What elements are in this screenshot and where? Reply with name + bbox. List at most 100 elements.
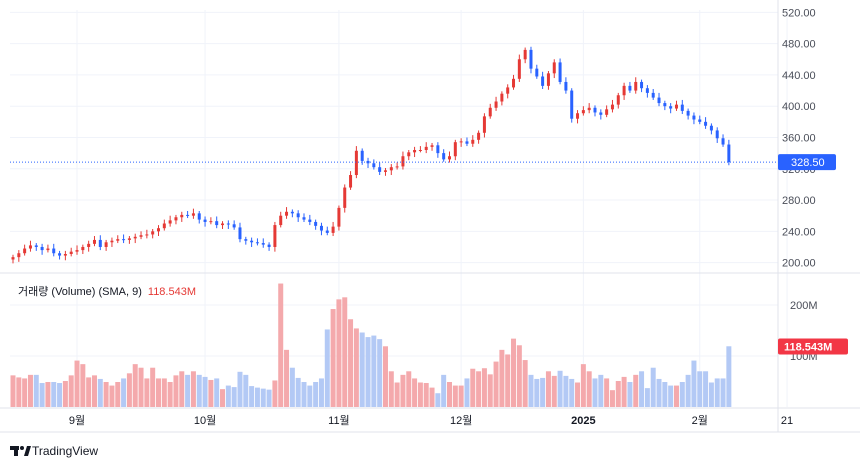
candle-body [442, 153, 446, 160]
volume-bars [10, 283, 732, 407]
candle-body [110, 240, 114, 243]
candle-body [28, 245, 32, 249]
volume-bar [173, 375, 179, 407]
last-price-marker [778, 154, 836, 171]
volume-bar [511, 338, 517, 407]
volume-bar [685, 374, 691, 407]
volume-bar [272, 380, 278, 407]
volume-bar [487, 374, 493, 407]
candle-body [669, 106, 673, 109]
candle-body [325, 230, 329, 233]
candle-body [87, 243, 91, 247]
tradingview-logo[interactable]: TradingView [10, 444, 98, 458]
price-tick-label: 400.00 [782, 101, 816, 113]
grid-lines [10, 10, 788, 407]
candle-body [576, 113, 580, 119]
volume-bar [464, 378, 470, 407]
time-tick-label: 2025 [571, 415, 595, 427]
candle-body [58, 253, 62, 256]
candle-body [267, 244, 271, 247]
volume-bar [703, 371, 709, 407]
chart-frame [0, 0, 860, 433]
candle-body [610, 104, 614, 110]
candle-body [512, 78, 516, 88]
volume-bar [377, 339, 383, 407]
candle-body [203, 219, 207, 222]
candle-body [250, 240, 254, 243]
volume-bar [74, 360, 80, 407]
volume-bar [202, 376, 208, 407]
candle-body [436, 145, 440, 154]
volume-bar [633, 374, 639, 407]
candle-body [221, 223, 225, 226]
volume-indicator-legend[interactable]: 거래량 (Volume) (SMA, 9) 118.543M [18, 283, 196, 299]
volume-bar [668, 385, 674, 407]
candle-body [133, 236, 137, 239]
candle-body [401, 156, 405, 167]
candle-body [168, 220, 172, 224]
candle-body [285, 211, 289, 216]
candle-body [244, 239, 248, 241]
volume-bar [650, 367, 656, 407]
candle-body [529, 49, 533, 69]
candle-body [180, 214, 184, 218]
volume-bar [569, 378, 575, 407]
candle-body [197, 213, 201, 220]
candle-body [430, 145, 434, 147]
candle-body [593, 107, 597, 113]
tradingview-logo-text: TradingView [32, 444, 99, 458]
volume-bar [266, 389, 272, 407]
volume-bar [231, 387, 237, 407]
candle-body [500, 93, 504, 102]
candle-body [23, 248, 27, 254]
candle-body [151, 231, 155, 235]
volume-bar [429, 387, 435, 407]
volume-bar [644, 388, 650, 407]
volume-bar [57, 383, 63, 407]
volume-bar [16, 377, 22, 407]
volume-bar [336, 299, 342, 407]
volume-bar [33, 374, 39, 407]
price-candles [11, 46, 731, 264]
candle-body [75, 250, 79, 252]
candle-body [570, 90, 574, 119]
volume-bar [27, 374, 33, 407]
candle-body [558, 62, 562, 82]
candle-body [191, 213, 195, 216]
volume-bar [301, 382, 307, 407]
candle-body [634, 81, 638, 91]
candle-body [605, 109, 609, 115]
volume-bar [68, 375, 74, 407]
last-price-label: 328.50 [791, 157, 825, 169]
volume-bar [295, 377, 301, 407]
candle-body [506, 87, 510, 94]
volume-bar [499, 349, 505, 407]
candle-body [587, 107, 591, 111]
volume-bar [342, 297, 348, 407]
time-tick-label: 10월 [194, 414, 216, 427]
volume-value-marker [778, 338, 848, 355]
volume-bar [22, 378, 28, 407]
volume-bar [592, 378, 598, 407]
volume-bar [91, 375, 97, 407]
volume-bar [673, 385, 679, 407]
candle-body [319, 225, 323, 231]
volume-bar [481, 368, 487, 407]
candle-body [453, 142, 457, 157]
volume-bar [214, 378, 220, 407]
volume-bar [318, 378, 324, 407]
candle-body [139, 235, 143, 237]
volume-bar [86, 377, 92, 407]
candle-body [482, 116, 486, 133]
candle-body [715, 130, 719, 139]
candle-body [674, 104, 678, 109]
time-axis: 9월 10월 11월 12월 2025 2월 21 [69, 414, 793, 427]
candle-body [226, 223, 230, 225]
candle-body [477, 132, 481, 140]
candle-body [628, 85, 632, 91]
candle-body [290, 211, 294, 214]
volume-bar [324, 329, 330, 407]
volume-bar [708, 382, 714, 407]
time-tick-label: 9월 [69, 414, 85, 427]
